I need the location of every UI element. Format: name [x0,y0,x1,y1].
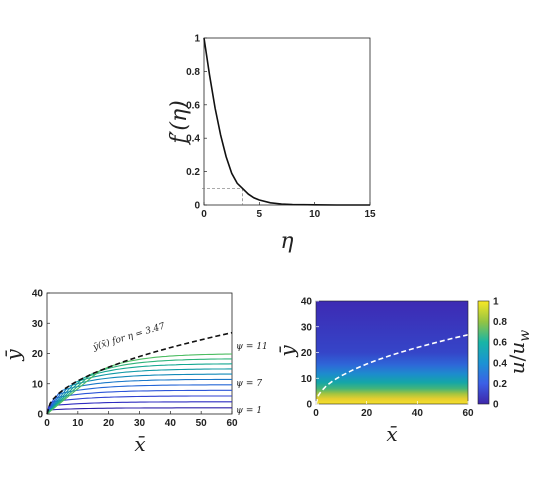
velocity-y-axis-label: ȳ [275,345,299,358]
fprime-reference-lines [202,187,243,205]
x-tick-label: 40 [412,408,424,419]
streamline-psi-4 [46,389,232,415]
y-tick-label: 40 [32,289,44,300]
streamline-psi-6 [46,378,232,415]
streamline-psi-5 [46,384,232,415]
boundary-layer-edge-curve [46,331,233,415]
boundary-curve-annotation: ȳ(x̄) for η = 3.47 [91,320,167,353]
fprime-curve [203,37,370,206]
fprime-panel: 0 5 10 15 0 0.2 0.4 0.6 0.8 1 η f′(η) [167,34,376,255]
streamline-psi-1 [46,407,232,415]
velocity-x-axis-label: x̄ [386,422,397,446]
colorbar [477,300,490,405]
y-tick-label: 20 [32,349,44,360]
streamline-psi-3 [46,395,232,415]
streamlines [46,353,233,415]
velocity-heatmap [316,301,468,404]
streamline-x-ticks: 0 10 20 30 40 50 60 [44,411,238,429]
fprime-y-axis-label: f′(η) [167,100,192,145]
streamline-psi-8 [46,368,232,415]
y-tick-label: 30 [301,322,313,333]
y-tick-label: 30 [32,319,44,330]
colorbar-tick-label: 0.2 [493,379,507,390]
x-tick-label: 5 [257,209,263,220]
y-tick-label: 0 [194,201,200,212]
fprime-plot-frame [203,37,371,206]
streamline-panel: ȳ(x̄) for η = 3.47 ψ = 11 ψ = 7 ψ = 1 0 1… [1,289,268,457]
y-tick-label: 0.8 [186,67,200,78]
streamline-y-axis-label: ȳ [1,349,25,362]
fprime-x-axis-label: η [280,229,293,254]
psi-label-11: ψ = 11 [236,342,268,352]
colorbar-tick-label: 0 [493,400,499,411]
x-tick-label: 20 [103,418,115,429]
y-tick-label: 0.2 [186,167,200,178]
fprime-y-ticks: 0 0.2 0.4 0.6 0.8 1 [186,34,207,212]
y-tick-label: 1 [194,34,200,45]
x-tick-label: 15 [364,209,376,220]
x-tick-label: 0 [313,408,319,419]
colorbar-tick-label: 0.8 [493,317,507,328]
y-tick-label: 20 [301,348,313,359]
x-tick-label: 30 [134,418,146,429]
colorbar-tick-label: 0.4 [493,358,507,369]
psi-label-1: ψ = 1 [236,406,262,416]
velocity-y-ticks: 0 10 20 30 40 [301,297,319,411]
x-tick-label: 20 [361,408,373,419]
velocity-panel: 0 20 40 60 0 10 20 30 40 x̄ ȳ 0 0.2 0.4 0.6 0.8 1 u/… [275,297,533,447]
x-tick-label: 0 [201,209,207,220]
streamline-psi-2 [46,401,232,415]
x-tick-label: 60 [462,408,474,419]
y-tick-label: 0.4 [186,134,200,145]
y-tick-label: 40 [301,297,313,308]
streamline-psi-10 [46,358,232,415]
colorbar-ticks: 0 0.2 0.4 0.6 0.8 1 [493,297,507,411]
fprime-x-ticks: 0 5 10 15 [201,202,376,220]
velocity-x-ticks: 0 20 40 60 [313,401,474,419]
y-tick-label: 10 [301,374,313,385]
colorbar-label: u/uw [505,330,533,375]
colorbar-tick-label: 1 [493,297,499,308]
streamline-psi-9 [46,363,233,415]
heatmap-boundary-curve [315,334,469,405]
x-tick-label: 0 [44,418,50,429]
y-tick-label: 0.6 [186,100,200,111]
streamline-psi-7 [46,373,232,415]
x-tick-label: 10 [72,418,84,429]
y-tick-label: 0 [37,410,43,421]
x-tick-label: 10 [309,209,321,220]
y-tick-label: 0 [306,400,312,411]
streamline-y-ticks: 0 10 20 30 40 [32,289,50,421]
x-tick-label: 40 [165,418,177,429]
y-tick-label: 10 [32,379,44,390]
streamline-x-axis-label: x̄ [134,432,145,456]
colorbar-tick-label: 0.6 [493,338,507,349]
psi-label-7: ψ = 7 [236,379,262,389]
x-tick-label: 60 [226,418,238,429]
x-tick-label: 50 [196,418,208,429]
